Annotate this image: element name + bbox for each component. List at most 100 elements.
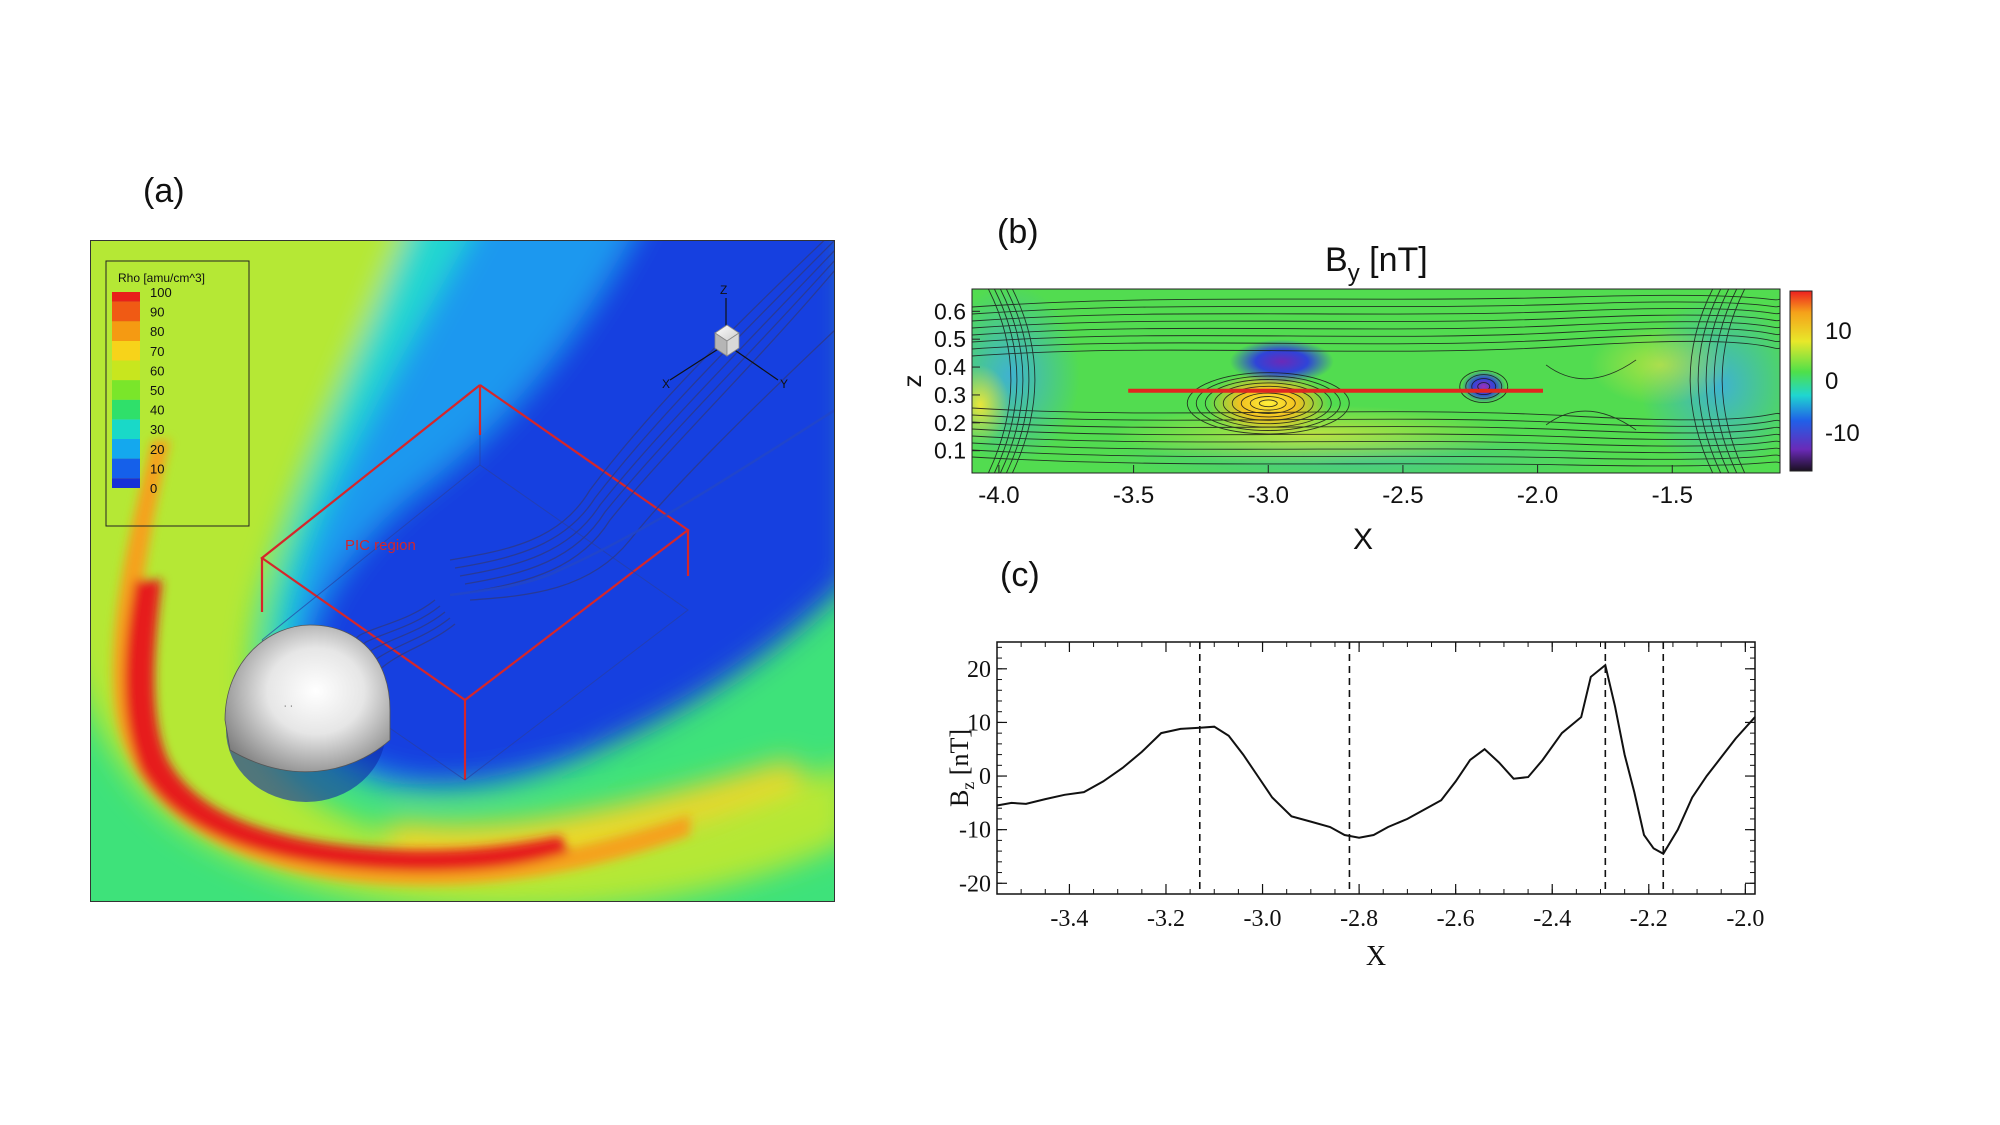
legend-level-label: 70	[150, 344, 164, 359]
legend-level-label: 50	[150, 383, 164, 398]
field-lines-b	[972, 289, 1780, 473]
y-tick-label: -10	[959, 818, 991, 844]
legend-title: Rho [amu/cm^3]	[118, 271, 205, 285]
panel-b-by-heatmap: By [nT] -4.0 -3.5 -3.0 -2.5 -2.0 -1.5 0.10.20…	[897, 241, 1860, 555]
field-line-loop	[1240, 392, 1296, 414]
field-line-loop	[1213, 382, 1323, 425]
field-line-left	[999, 289, 1024, 473]
legend-swatch	[112, 301, 140, 322]
field-line-loop-small	[1471, 378, 1497, 396]
x-tick-label: -2.4	[1533, 906, 1571, 932]
legend-swatch	[112, 321, 140, 341]
field-line-loop	[1222, 385, 1314, 421]
line-plot-xlabel: X	[1366, 941, 1386, 972]
legend-swatch	[112, 380, 140, 400]
y-tick-label: 20	[967, 657, 991, 683]
separatrix	[1545, 359, 1637, 380]
y-tick-label: 0.4	[934, 354, 966, 380]
field-line-right	[1721, 289, 1746, 473]
heatmap-frame	[971, 288, 1781, 474]
field-line-upper	[972, 308, 1780, 322]
legend-swatch	[112, 341, 140, 361]
field-line-lower	[972, 435, 1780, 447]
field-line-upper	[972, 334, 1780, 350]
legend-level-label: 10	[150, 461, 164, 476]
line-plot-frame	[996, 641, 1756, 895]
panel-label-c: (c)	[1000, 556, 1040, 594]
line-plot-ylabel: Bz [nT]	[945, 729, 978, 807]
pic-region-label: PIC region	[345, 537, 416, 554]
axis-label-x: X	[662, 377, 670, 391]
field-line-upper	[972, 314, 1780, 329]
field-line-loop	[1195, 375, 1341, 431]
field-line-loop	[1249, 396, 1287, 411]
legend-level-label: 40	[150, 403, 164, 418]
heatmap-y-ticks: 0.10.20.30.40.50.6	[934, 298, 980, 464]
heatmap-x-ticks: -4.0 -3.5 -3.0 -2.5 -2.0 -1.5	[978, 465, 1693, 509]
field-line-lower	[972, 428, 1780, 440]
field-line-upper	[972, 301, 1780, 315]
field-line-lower	[972, 442, 1780, 454]
x-tick-label: -2.0	[1517, 482, 1558, 509]
field-line-bundle-upper	[449, 240, 835, 601]
legend-box	[105, 260, 250, 527]
y-tick-label: 0.1	[934, 438, 966, 464]
x-tick-label: -3.2	[1147, 906, 1185, 932]
legend-level-label: 60	[150, 363, 164, 378]
x-tick-label: -2.2	[1630, 906, 1668, 932]
field-line-upper	[972, 327, 1780, 343]
heatmap-wash-yellow-right	[1590, 325, 1730, 405]
field-line-lower	[972, 456, 1780, 467]
legend-level-label: 90	[150, 305, 164, 320]
legend-level-label: 0	[150, 481, 157, 496]
legend-swatch	[112, 458, 140, 479]
line-plot-minor-ticks	[996, 642, 1755, 894]
field-line-left	[987, 289, 1012, 473]
heatmap-ylabel: z	[897, 375, 927, 388]
x-tick-label: -2.8	[1340, 906, 1378, 932]
x-tick-label: -3.0	[1248, 482, 1289, 509]
field-line-loop	[1186, 372, 1350, 435]
density-band-yellowgreen	[90, 240, 835, 902]
axis-label-z: Z	[720, 283, 727, 297]
density-wake-yellow	[390, 760, 810, 866]
panel-label-a: (a)	[143, 172, 185, 210]
x-tick-label: -3.5	[1113, 482, 1154, 509]
legend-swatch	[112, 292, 140, 302]
line-plot-dashed-lines	[1198, 642, 1665, 894]
y-tick-label: 10	[967, 710, 991, 736]
legend-swatch	[112, 419, 140, 439]
colorbar-tick-0: 0	[1825, 368, 1838, 395]
field-line-loop	[1258, 399, 1278, 408]
field-line-left	[1011, 289, 1036, 473]
legend-swatch	[112, 439, 140, 459]
field-line-loop-small	[1465, 374, 1503, 400]
legend-swatch	[112, 478, 140, 488]
field-line-right	[1705, 289, 1730, 473]
island-small	[1461, 370, 1506, 403]
y-tick-label: -20	[959, 871, 991, 897]
y-tick-label: 0.3	[934, 382, 966, 408]
separatrix	[1545, 410, 1637, 431]
field-line-left	[993, 289, 1018, 473]
field-line-upper	[972, 340, 1780, 357]
field-line-lower	[972, 449, 1780, 460]
field-line-long	[449, 408, 835, 597]
field-line-loop-small	[1459, 370, 1509, 404]
bz-series-line	[996, 663, 1756, 856]
line-plot-x-ticks: -3.4 -3.2 -3.0 -2.8 -2.6 -2.4 -2.2 -2.0	[1050, 642, 1764, 932]
field-line-upper	[972, 294, 1780, 308]
x-tick-label: -4.0	[978, 482, 1019, 509]
field-line-left	[1005, 289, 1030, 473]
axis-cube-right	[726, 332, 740, 357]
colorbar-tick-10: 10	[1825, 318, 1852, 345]
line-plot-y-ticks: 20 10 0 -10 -20	[959, 657, 1755, 897]
legend-swatch	[112, 399, 140, 420]
planet-marker: ˙ ˙	[284, 705, 293, 716]
x-tick-label: -1.5	[1652, 482, 1693, 509]
x-tick-label: -2.6	[1437, 906, 1475, 932]
x-tick-label: -3.0	[1244, 906, 1282, 932]
legend-level-label: 30	[150, 422, 164, 437]
colorbar-tick-neg10: -10	[1825, 420, 1860, 447]
